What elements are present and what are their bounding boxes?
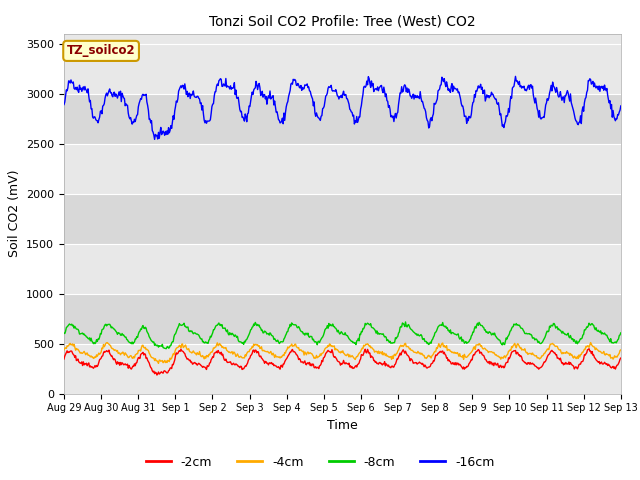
Bar [64,243,621,294]
Y-axis label: Soil CO2 (mV): Soil CO2 (mV) [8,170,20,257]
Bar [64,44,621,94]
Title: Tonzi Soil CO2 Profile: Tree (West) CO2: Tonzi Soil CO2 Profile: Tree (West) CO2 [209,14,476,28]
Bar [64,94,621,144]
Bar [64,294,621,344]
X-axis label: Time: Time [327,419,358,432]
Bar [64,193,621,243]
Text: TZ_soilco2: TZ_soilco2 [67,44,136,58]
Bar [64,344,621,394]
Bar [64,144,621,193]
Legend: -2cm, -4cm, -8cm, -16cm: -2cm, -4cm, -8cm, -16cm [141,451,499,474]
